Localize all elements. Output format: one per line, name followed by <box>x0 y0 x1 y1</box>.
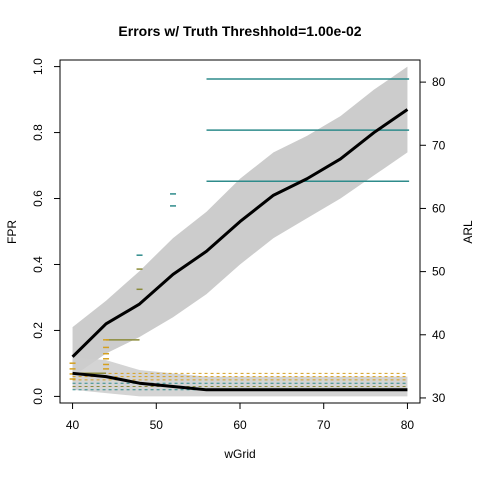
plot-area <box>69 66 410 397</box>
x-tick-label-70: 70 <box>317 418 331 432</box>
x-axis-label: wGrid <box>223 447 255 461</box>
y-right-tick-label: 40 <box>432 328 446 342</box>
y-axis-left-label: FPR <box>5 220 19 244</box>
x-tick-label-80: 80 <box>401 418 415 432</box>
x-tick-label-50: 50 <box>150 418 164 432</box>
y-right-tick-label: 80 <box>432 75 446 89</box>
y-right-tick-label: 70 <box>432 138 446 152</box>
y-left-tick-label: 1.0 <box>31 58 45 75</box>
x-tick-label-40: 40 <box>66 418 80 432</box>
y-left-tick-label: 0.0 <box>31 388 45 405</box>
y-right-tick-label: 30 <box>432 391 446 405</box>
y-right-tick-label: 60 <box>432 201 446 215</box>
y-left-tick-label: 0.8 <box>31 124 45 141</box>
y-left-tick-label: 0.4 <box>31 256 45 273</box>
y-right-tick-label: 50 <box>432 265 446 279</box>
series-line-1 <box>71 108 409 358</box>
y-left-tick-label: 0.6 <box>31 190 45 207</box>
confidence-band-2 <box>72 356 408 397</box>
series-line-2 <box>72 371 408 392</box>
chart-title: Errors w/ Truth Threshhold=1.00e-02 <box>118 23 361 39</box>
y-axis-right-label: ARL <box>461 220 475 244</box>
axes: 40 50 60 70 80 0.0 0.2 0.4 0.6 0.8 1.0 30 40 50 60 70 80 <box>31 58 446 432</box>
x-tick-label-60: 60 <box>233 418 247 432</box>
y-left-tick-label: 0.2 <box>31 322 45 339</box>
